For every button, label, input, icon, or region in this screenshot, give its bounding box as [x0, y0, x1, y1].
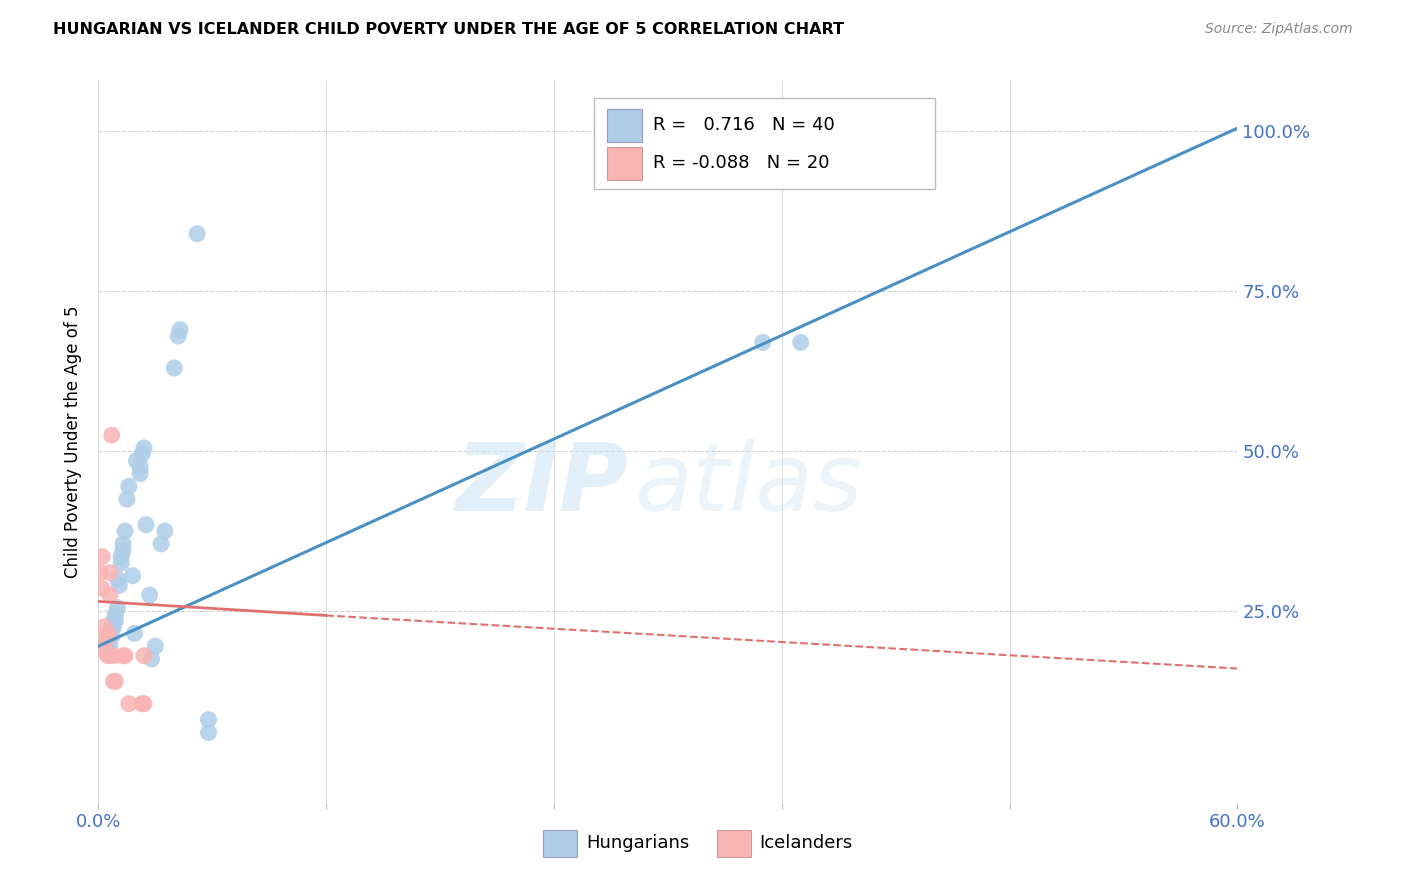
- Point: [110, 556, 132, 570]
- Bar: [543, 830, 576, 857]
- Point: [145, 639, 167, 653]
- Point: [97, 648, 120, 663]
- Point: [97, 626, 120, 640]
- Point: [93, 620, 115, 634]
- Point: [752, 335, 775, 350]
- Point: [132, 441, 155, 455]
- Point: [167, 329, 190, 343]
- Point: [94, 632, 117, 647]
- Point: [186, 227, 208, 241]
- Point: [98, 566, 121, 580]
- Point: [138, 588, 160, 602]
- Point: [112, 648, 135, 663]
- Point: [103, 648, 125, 663]
- Point: [97, 639, 120, 653]
- Point: [135, 517, 157, 532]
- Point: [108, 578, 131, 592]
- Point: [112, 543, 135, 558]
- Point: [125, 454, 148, 468]
- Point: [107, 572, 129, 586]
- Text: Hungarians: Hungarians: [586, 833, 689, 852]
- Point: [93, 639, 115, 653]
- Point: [150, 537, 173, 551]
- Point: [103, 614, 125, 628]
- Bar: [607, 109, 641, 142]
- Point: [115, 492, 138, 507]
- Point: [131, 447, 153, 461]
- Point: [100, 428, 122, 442]
- Point: [141, 652, 163, 666]
- Bar: [607, 147, 641, 179]
- Point: [91, 549, 114, 564]
- Text: Icelanders: Icelanders: [759, 833, 852, 852]
- Point: [98, 639, 121, 653]
- Point: [153, 524, 176, 538]
- Point: [790, 335, 813, 350]
- Point: [197, 725, 219, 739]
- Point: [129, 467, 152, 481]
- Point: [121, 569, 143, 583]
- Point: [118, 479, 141, 493]
- Point: [131, 697, 153, 711]
- Point: [129, 460, 152, 475]
- Text: atlas: atlas: [634, 440, 862, 531]
- FancyBboxPatch shape: [593, 98, 935, 189]
- Point: [103, 674, 125, 689]
- Text: ZIP: ZIP: [456, 439, 628, 531]
- Point: [89, 566, 111, 580]
- Point: [197, 713, 219, 727]
- Point: [657, 169, 679, 184]
- Text: Source: ZipAtlas.com: Source: ZipAtlas.com: [1205, 22, 1353, 37]
- Y-axis label: Child Poverty Under the Age of 5: Child Poverty Under the Age of 5: [63, 305, 82, 578]
- Point: [163, 361, 186, 376]
- Point: [100, 620, 122, 634]
- Point: [132, 697, 155, 711]
- Point: [103, 620, 125, 634]
- Point: [94, 646, 117, 660]
- Point: [112, 537, 135, 551]
- Point: [107, 600, 129, 615]
- Text: R =   0.716   N = 40: R = 0.716 N = 40: [652, 117, 835, 135]
- Point: [104, 614, 127, 628]
- Point: [91, 582, 114, 596]
- Point: [104, 607, 127, 622]
- Point: [124, 626, 146, 640]
- Point: [110, 549, 132, 564]
- Point: [100, 630, 122, 644]
- Point: [169, 323, 191, 337]
- Point: [132, 648, 155, 663]
- Point: [98, 630, 121, 644]
- Text: R = -0.088   N = 20: R = -0.088 N = 20: [652, 154, 830, 172]
- Point: [94, 639, 117, 653]
- Bar: [717, 830, 751, 857]
- Point: [114, 648, 136, 663]
- Point: [118, 697, 141, 711]
- Point: [104, 674, 127, 689]
- Point: [114, 524, 136, 538]
- Point: [98, 588, 121, 602]
- Text: HUNGARIAN VS ICELANDER CHILD POVERTY UNDER THE AGE OF 5 CORRELATION CHART: HUNGARIAN VS ICELANDER CHILD POVERTY UND…: [53, 22, 845, 37]
